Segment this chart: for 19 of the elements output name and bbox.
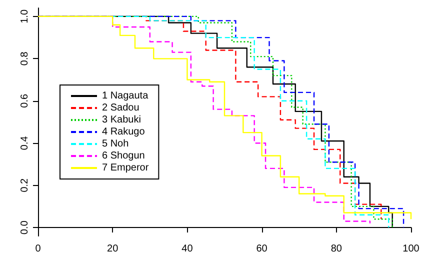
y-tick-label: 1.0 <box>20 9 30 24</box>
x-tick-label: 40 <box>182 244 194 254</box>
x-tick-label: 100 <box>402 244 420 254</box>
x-tick-label: 80 <box>330 244 342 254</box>
x-tick-label: 0 <box>35 244 42 254</box>
legend-label: 6 Shogun <box>102 150 145 162</box>
y-tick-label: 0.8 <box>20 51 30 66</box>
legend-label: 5 Noh <box>102 138 129 150</box>
legend-label: 2 Sadou <box>102 102 140 114</box>
legend-label: 1 Nagauta <box>102 90 149 102</box>
x-tick-label: 20 <box>107 244 119 254</box>
legend-label: 4 Rakugo <box>102 126 146 138</box>
legend-label: 7 Emperor <box>102 162 150 174</box>
y-tick-label: 0.0 <box>20 220 30 235</box>
y-tick-label: 0.2 <box>20 178 30 192</box>
x-tick-label: 60 <box>256 244 268 254</box>
legend-label: 3 Kabuki <box>102 114 141 126</box>
y-tick-label: 0.6 <box>20 94 30 108</box>
y-tick-label: 0.4 <box>20 136 30 150</box>
